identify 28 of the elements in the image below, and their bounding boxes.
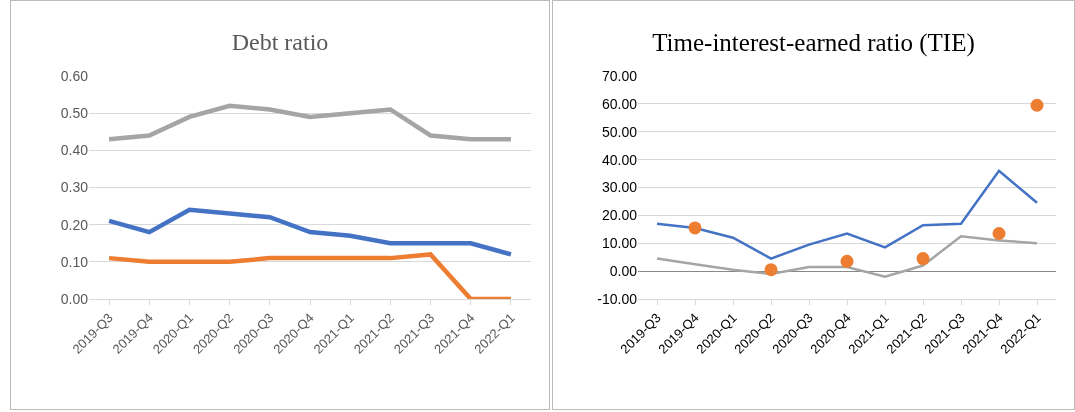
point (764, 263, 778, 277)
y-tick-label: 60.00 (601, 95, 638, 112)
y-tick-label: 0.10 (60, 253, 89, 270)
y-tick-label: 0.50 (60, 105, 89, 122)
point (688, 221, 702, 235)
line-series (655, 169, 1039, 260)
line-series (106, 103, 514, 142)
y-tick-label: 10.00 (601, 235, 638, 252)
y-tick-label: 30.00 (601, 179, 638, 196)
y-tick-label: 0.40 (60, 142, 89, 159)
point (992, 226, 1006, 240)
y-tick-label: 20.00 (601, 207, 638, 224)
line-series (106, 252, 514, 299)
y-tick-label: 0.00 (60, 290, 89, 307)
y-tick-label: 70.00 (601, 67, 638, 84)
point (1030, 98, 1044, 112)
point (840, 254, 854, 268)
y-tick-label: 50.00 (601, 123, 638, 140)
y-tick-label: -10.00 (597, 290, 638, 307)
point (916, 252, 930, 266)
y-tick-label: 0.00 (609, 263, 638, 280)
chart-title: Debt ratio (231, 29, 329, 56)
y-tick-label: 40.00 (601, 151, 638, 168)
y-tick-label: 0.30 (60, 179, 89, 196)
y-tick-label: 0.20 (60, 216, 89, 233)
line-series (106, 207, 514, 257)
y-tick-label: 0.60 (60, 67, 89, 84)
chart-title: Time-interest-earned ratio (TIE) (652, 29, 975, 58)
